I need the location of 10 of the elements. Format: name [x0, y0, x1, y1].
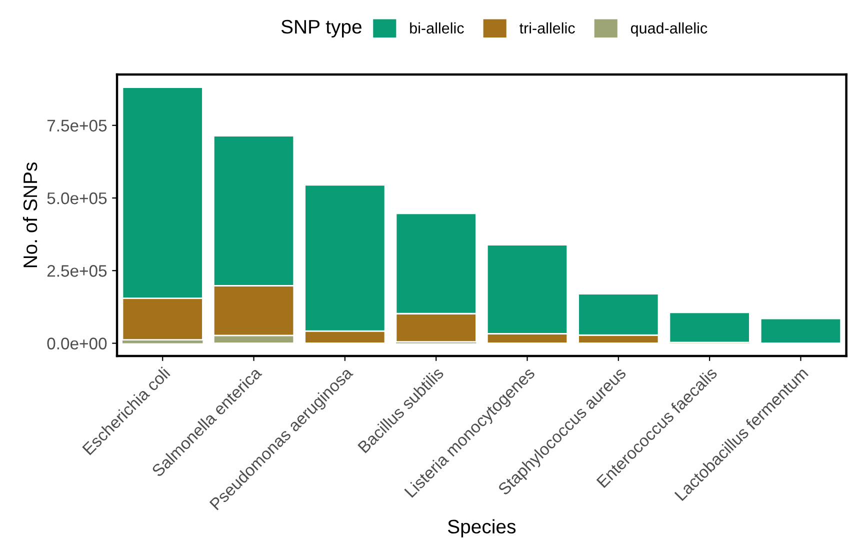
legend-label: bi-allelic — [410, 22, 464, 34]
legend-label: quad-allelic — [630, 22, 708, 37]
x-axis-title: Species — [448, 519, 516, 538]
legend-title: SNP type — [281, 20, 362, 38]
y-tick-label: 0.0e+00 — [47, 338, 107, 350]
y-tick-label: 5.0e+05 — [47, 192, 107, 204]
y-tick-label: 2.5e+05 — [47, 265, 107, 277]
y-axis-title: No. of SNPs — [22, 162, 38, 268]
legend-label: tri-allelic — [520, 22, 575, 34]
y-tick-label: 7.5e+05 — [47, 120, 107, 132]
